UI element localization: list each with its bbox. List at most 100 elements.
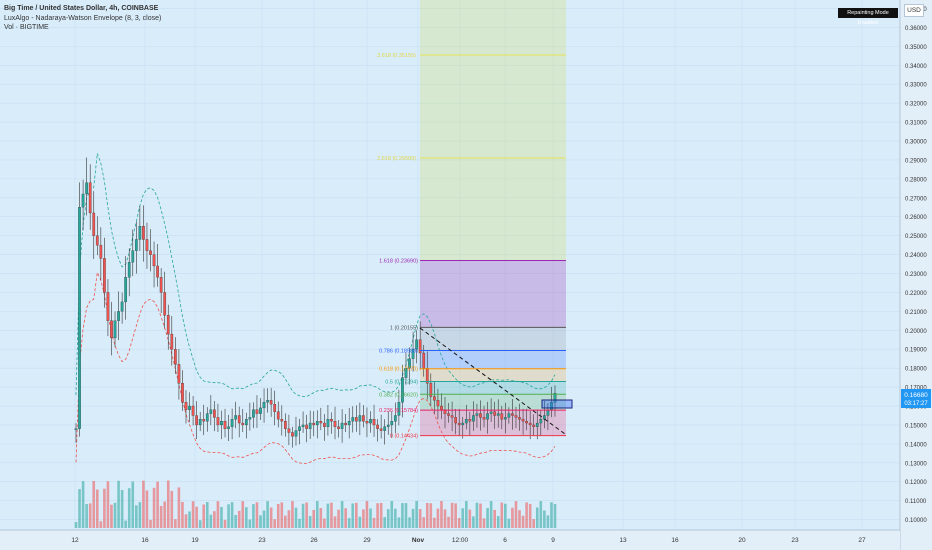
volume-bar [284,515,287,528]
candle-body [372,419,376,426]
volume-bar [276,503,280,528]
volume-bar [241,501,245,528]
candle-body [408,358,411,369]
candle-body [220,421,223,426]
candle-body [234,415,238,420]
candle-body [468,419,472,422]
candle-body [482,417,486,420]
candle-body [301,424,305,427]
volume-bar [266,501,269,528]
volume-bar [433,517,436,528]
candle-body [230,419,234,427]
volume-bar [486,508,489,528]
volume-bar [436,508,440,528]
volume-bar [443,509,447,528]
volume-bar [170,490,174,528]
candle-body [464,419,468,424]
candle-body [486,413,489,420]
candle-body [393,415,397,422]
candle-body [298,426,301,431]
volume-bar [323,518,326,528]
x-tick-label: 23 [258,537,266,544]
y-tick-label: 0.28000 [905,177,927,183]
candle-body [401,377,404,403]
x-tick-label: 12:00 [452,537,469,544]
indicator-volume-label[interactable]: Vol · BIGTIME [4,24,49,31]
volume-bar [500,502,504,528]
candle-body [103,258,106,293]
candle-body [525,421,528,424]
y-axis-panel[interactable] [900,0,932,550]
x-axis-panel[interactable] [0,530,900,550]
fib-label-upper: 3.618 (0.35155) [377,53,416,59]
volume-bar [124,520,127,528]
volume-bar [205,502,209,528]
x-tick-label: Nov [412,537,425,544]
candle-body [433,396,436,401]
volume-bar [464,501,468,528]
candle-body [418,339,422,354]
volume-bar [106,481,110,528]
volume-bar [425,502,429,528]
indicator-envelope-label[interactable]: LuxAlgo - Nadaraya-Watson Envelope (8, 3… [4,14,162,22]
candle-body [223,421,227,429]
volume-bar [216,501,220,528]
candle-body [347,421,351,426]
volume-bar [394,508,397,528]
candle-body [248,417,252,420]
candle-body [113,320,117,339]
volume-bar [315,501,319,528]
y-tick-label: 0.12000 [905,480,927,486]
volume-bar [319,507,323,528]
volume-bar [457,518,461,528]
volume-bar [337,509,340,528]
candle-body [351,417,355,422]
candle-body [422,352,426,369]
y-tick-label: 0.11000 [905,499,927,505]
candle-body [209,409,213,414]
y-tick-label: 0.32000 [905,102,927,108]
candle-body [95,235,99,246]
fib-label: 0.382 (0.16620) [379,392,418,398]
candle-body [138,226,142,240]
volume-bar [95,489,99,528]
candle-body [241,422,245,426]
candle-body [379,428,383,431]
volume-bar [305,502,308,528]
candle-body [166,315,170,335]
volume-bar [177,487,181,528]
fib-label-upper: 2.618 (0.29500) [377,156,416,162]
volume-bar [223,519,227,528]
price-selection-box[interactable] [541,399,573,409]
candle-body [518,417,521,420]
upper-target-zone [420,0,566,261]
candle-body [252,409,255,418]
symbol-title[interactable]: Big Time / United States Dollar, 4h, COI… [4,5,159,12]
candle-body [354,417,358,422]
candle-body [120,301,124,312]
candle-body [340,422,344,429]
currency-button[interactable]: USD [904,4,924,17]
volume-bar [454,503,457,528]
candle-body [472,415,475,422]
candle-body [149,250,152,255]
volume-bar [411,508,415,528]
candle-body [461,422,465,426]
fib-zone [420,381,566,395]
y-tick-label: 0.14000 [905,442,927,448]
candle-body [269,400,273,405]
candle-body [184,402,188,410]
volume-bar [287,510,291,528]
volume-bar [184,514,188,528]
candle-body [262,402,266,409]
volume-bar [230,502,234,528]
candle-body [543,415,546,420]
candle-body [344,422,348,426]
y-tick-label: 0.31000 [905,121,927,127]
candle-body [170,333,174,350]
y-tick-label: 0.36000 [905,26,927,32]
volume-bar [383,517,386,528]
trendline[interactable] [419,327,566,435]
volume-bar [461,508,465,528]
